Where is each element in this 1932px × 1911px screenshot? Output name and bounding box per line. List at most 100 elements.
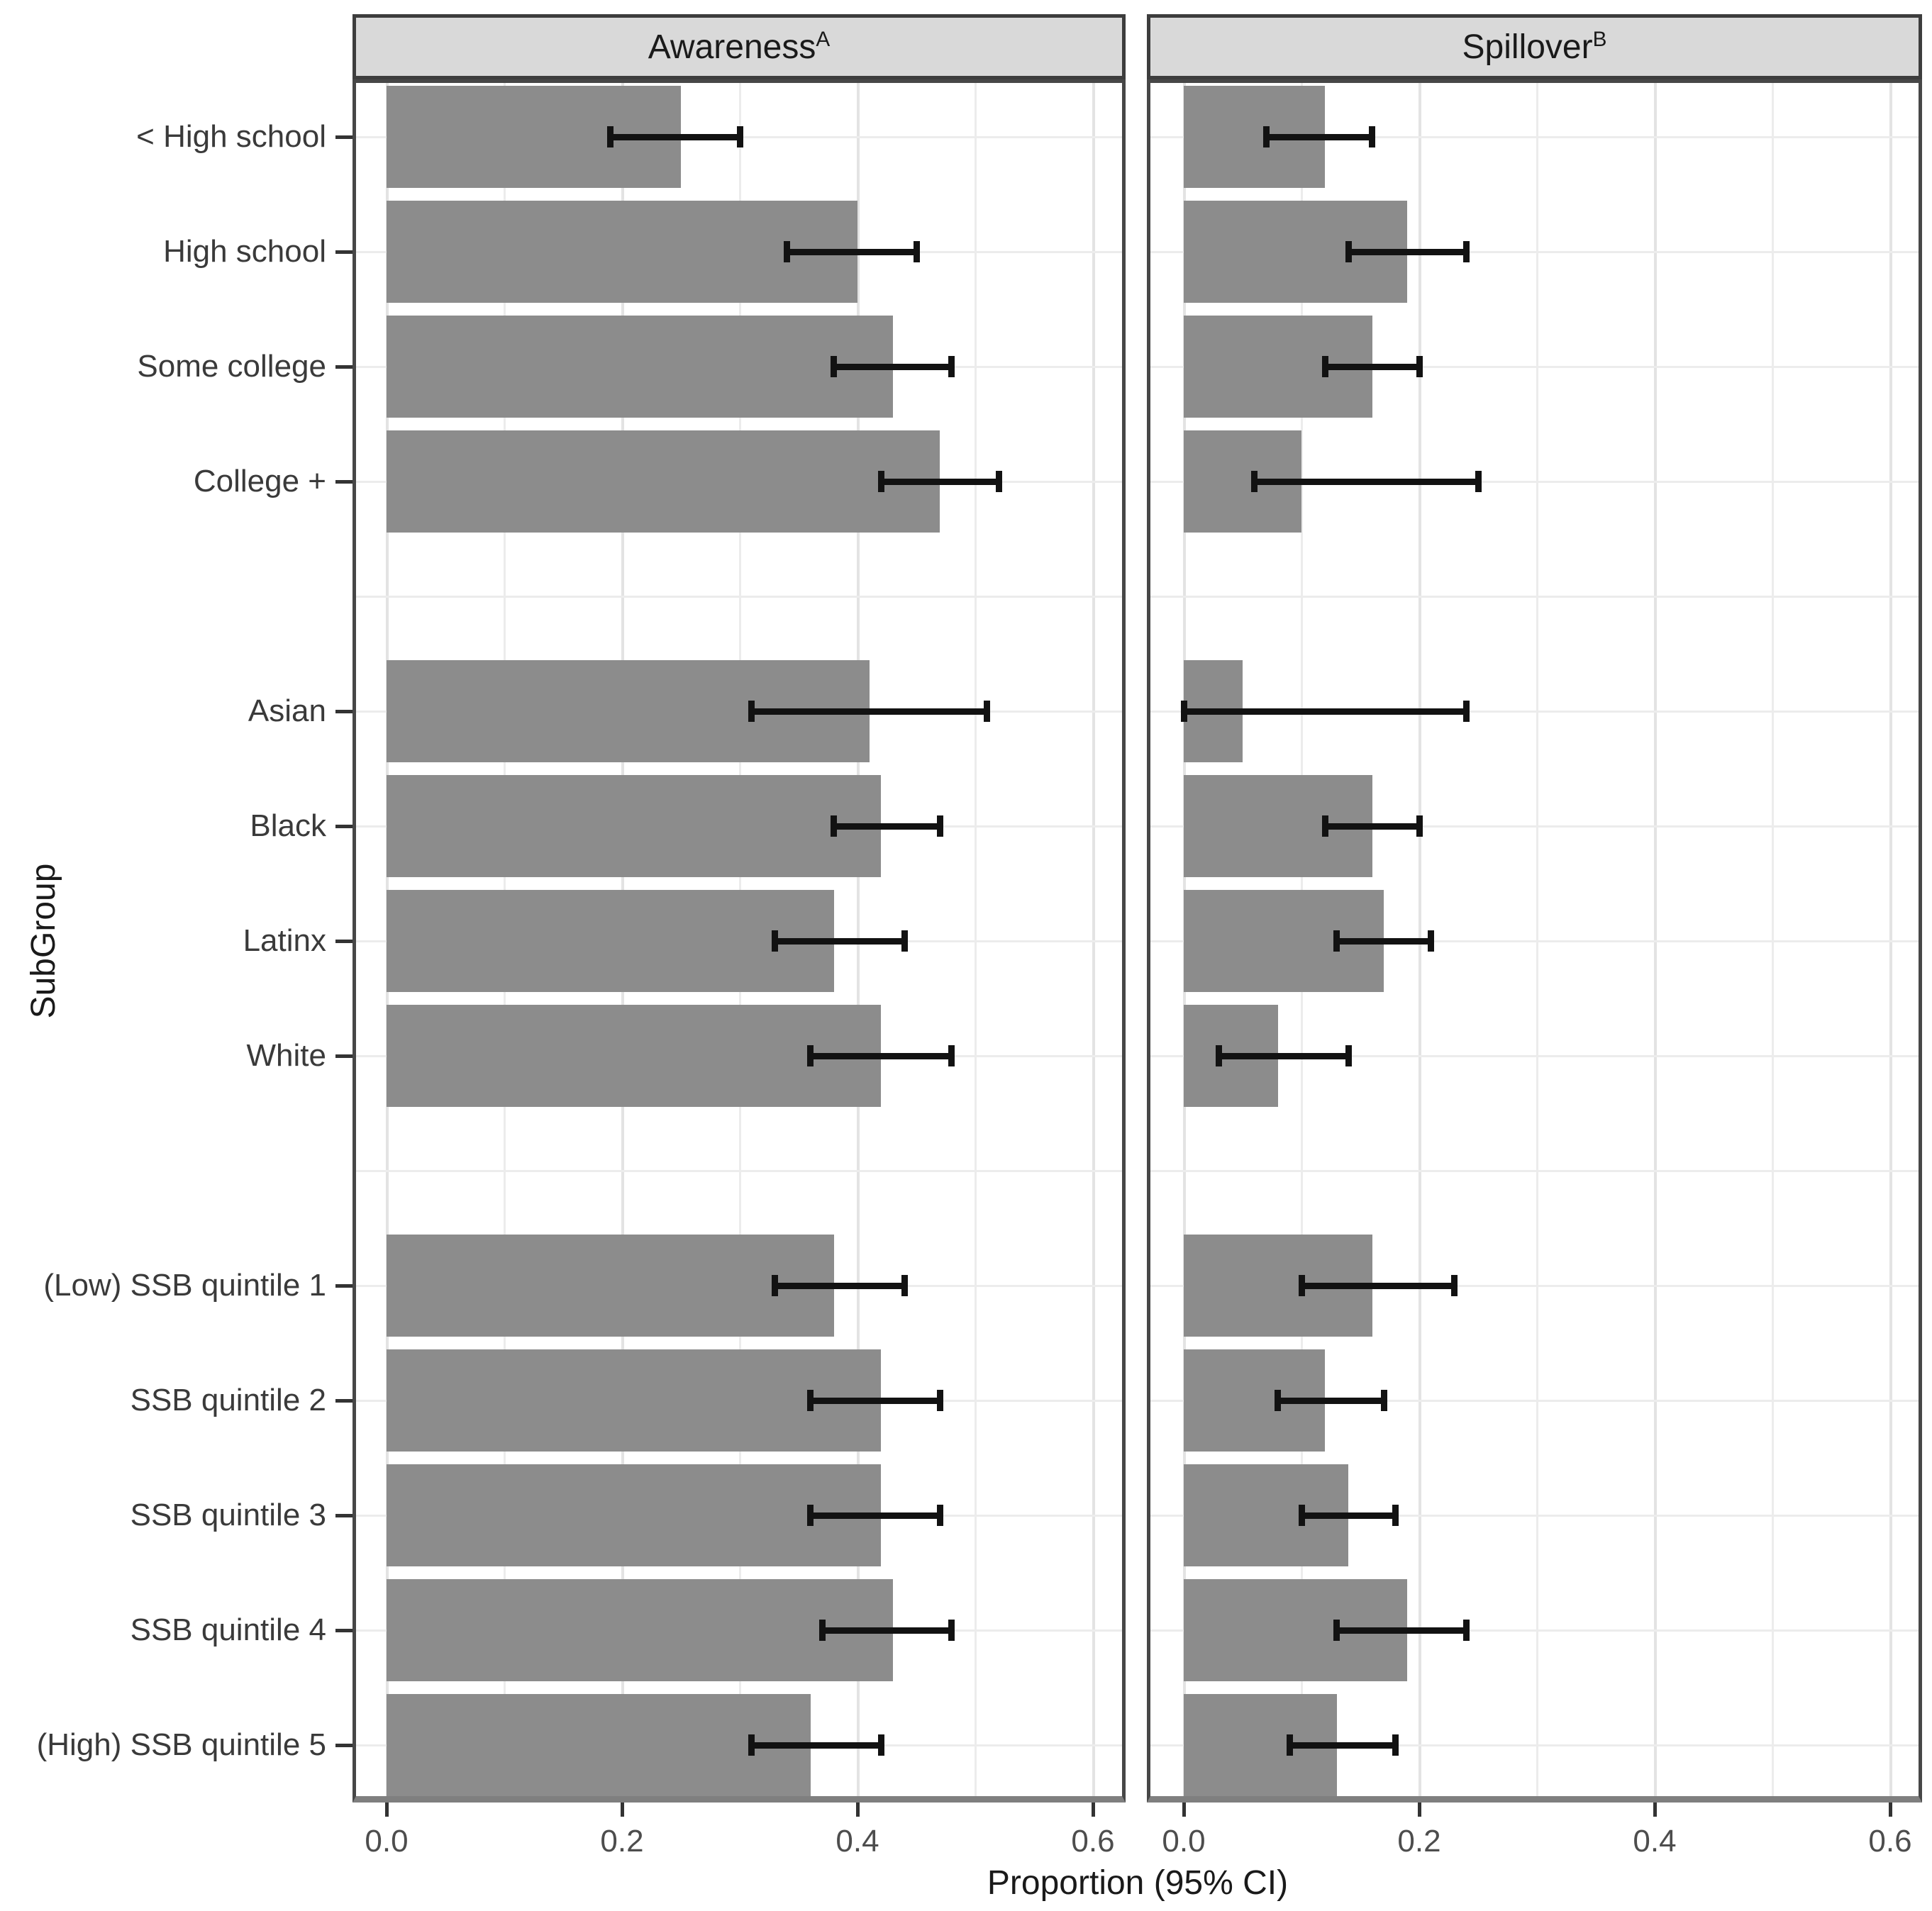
error-bar-cap — [877, 1734, 884, 1756]
gridline-h — [1147, 365, 1922, 368]
y-tick — [335, 1398, 352, 1403]
error-bar-line — [787, 248, 916, 255]
y-tick — [335, 479, 352, 484]
gridline-h — [1147, 825, 1922, 828]
panel-strip: AwarenessA — [352, 14, 1126, 79]
gridline-h — [1147, 1399, 1922, 1402]
error-bar-line — [1277, 1397, 1384, 1404]
error-bar-cap — [1462, 241, 1470, 262]
x-tick-label: 0.6 — [1071, 1824, 1115, 1859]
bar — [387, 1349, 882, 1452]
error-bar-cap — [936, 1390, 943, 1411]
x-tick — [1417, 1803, 1421, 1817]
error-bar-line — [610, 133, 740, 140]
error-bar-cap — [1345, 1045, 1352, 1066]
x-tick-label: 0.4 — [835, 1824, 879, 1859]
x-tick — [1091, 1803, 1095, 1817]
x-tick — [620, 1803, 624, 1817]
error-bar-line — [810, 1397, 940, 1404]
error-bar-cap — [1180, 701, 1187, 722]
error-bar-cap — [783, 241, 790, 262]
bar — [387, 1235, 834, 1337]
x-tick — [384, 1803, 389, 1817]
error-bar-cap — [818, 1620, 826, 1641]
error-bar-line — [810, 1052, 952, 1059]
error-bar-cap — [807, 1045, 814, 1066]
gridline-h — [1147, 710, 1922, 713]
panel-strip-superscript: A — [816, 27, 831, 51]
error-bar-cap — [995, 471, 1002, 492]
error-bar-cap — [807, 1505, 814, 1526]
bar — [387, 1005, 882, 1107]
bar — [387, 430, 940, 533]
x-tick — [1653, 1803, 1657, 1817]
bar — [387, 201, 857, 303]
bar — [387, 1464, 882, 1566]
gridline-h — [1147, 940, 1922, 942]
panel-strip-title: AwarenessA — [648, 27, 831, 66]
error-bar-cap — [1428, 930, 1435, 952]
error-bar-line — [1336, 937, 1431, 945]
y-tick-label: < High school — [136, 119, 326, 154]
error-bar-cap — [748, 701, 755, 722]
x-tick — [855, 1803, 860, 1817]
error-bar-line — [822, 1627, 952, 1634]
gridline-h — [1147, 1514, 1922, 1517]
error-bar-line — [1184, 708, 1467, 715]
gridline-h — [1147, 595, 1922, 598]
error-bar-cap — [1333, 1620, 1340, 1641]
error-bar-line — [1325, 363, 1419, 370]
error-bar-cap — [831, 815, 838, 837]
y-axis-title: SubGroup — [25, 863, 62, 1019]
error-bar-cap — [1333, 930, 1340, 952]
error-bar-line — [1301, 1282, 1455, 1289]
error-bar-line — [1348, 248, 1467, 255]
error-bar-cap — [1345, 241, 1352, 262]
error-bar-line — [775, 937, 905, 945]
y-tick — [335, 939, 352, 943]
x-tick-label: 0.2 — [1397, 1824, 1441, 1859]
y-tick — [335, 1513, 352, 1517]
gridline-h — [1147, 480, 1922, 483]
error-bar-cap — [748, 1734, 755, 1756]
error-bar-cap — [1392, 1734, 1399, 1756]
error-bar-line — [1325, 823, 1419, 830]
x-tick — [1888, 1803, 1892, 1817]
error-bar-cap — [1262, 126, 1270, 147]
y-tick-label: Some college — [137, 349, 326, 384]
gridline-h — [1147, 135, 1922, 138]
error-bar-cap — [736, 126, 743, 147]
error-bar-cap — [913, 241, 920, 262]
error-bar-cap — [877, 471, 884, 492]
error-bar-cap — [948, 356, 955, 377]
error-bar-line — [751, 708, 987, 715]
y-tick-label: SSB quintile 3 — [130, 1498, 326, 1532]
panel-strip-title: SpilloverB — [1462, 27, 1607, 66]
error-bar-cap — [1298, 1275, 1305, 1296]
error-bar-line — [1336, 1627, 1467, 1634]
y-tick-label: SSB quintile 4 — [130, 1612, 326, 1647]
y-tick — [335, 364, 352, 369]
error-bar-cap — [901, 930, 908, 952]
error-bar-cap — [1451, 1275, 1458, 1296]
error-bar-cap — [1369, 126, 1376, 147]
x-tick-label: 0.0 — [1162, 1824, 1206, 1859]
error-bar-line — [833, 363, 952, 370]
error-bar-cap — [1286, 1734, 1293, 1756]
y-tick-label: (High) SSB quintile 5 — [36, 1727, 326, 1762]
error-bar-cap — [1475, 471, 1482, 492]
gridline-h — [352, 1169, 1126, 1172]
error-bar-cap — [948, 1045, 955, 1066]
y-tick-label: Black — [250, 808, 326, 843]
y-tick — [335, 709, 352, 713]
error-bar-cap — [948, 1620, 955, 1641]
gridline-h — [1147, 1629, 1922, 1632]
bar — [387, 1579, 893, 1681]
y-tick-label: White — [246, 1038, 326, 1073]
y-tick — [335, 824, 352, 828]
gridline-h — [1147, 250, 1922, 253]
x-tick-label: 0.6 — [1868, 1824, 1912, 1859]
error-bar-cap — [1275, 1390, 1282, 1411]
y-tick-label: Asian — [248, 693, 326, 728]
bar — [387, 316, 893, 418]
